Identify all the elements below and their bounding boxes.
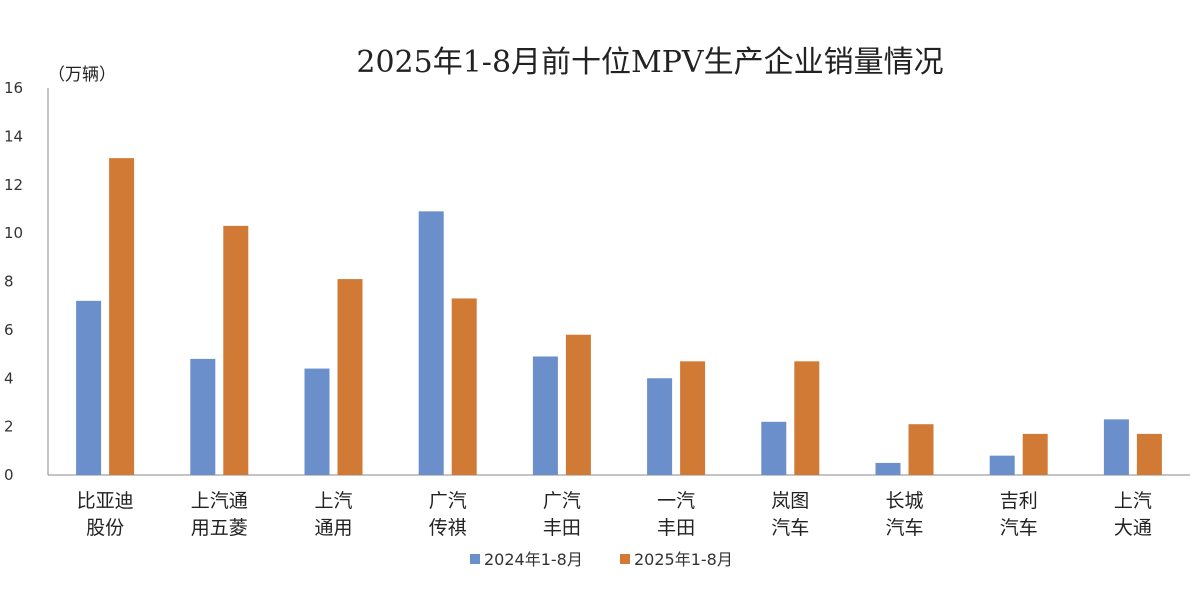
bar-2-3 bbox=[337, 279, 363, 475]
bar-2-9 bbox=[1022, 433, 1048, 475]
bar-2-5 bbox=[565, 334, 591, 475]
legend-swatch bbox=[470, 554, 480, 564]
y-tick-label: 8 bbox=[4, 273, 14, 291]
y-tick-label: 6 bbox=[4, 321, 14, 339]
bar-1-8 bbox=[875, 462, 901, 475]
legend-label: 2025年1-8月 bbox=[634, 550, 733, 569]
bar-1-7 bbox=[761, 421, 787, 475]
x-tick-label: 大通 bbox=[1114, 517, 1152, 539]
bar-1-3 bbox=[304, 368, 330, 475]
x-tick-label: 汽车 bbox=[1000, 517, 1038, 539]
x-tick-label: 吉利 bbox=[1000, 490, 1038, 512]
x-tick-label: 广汽 bbox=[429, 490, 467, 512]
bars bbox=[76, 158, 1162, 476]
x-tick-label: 汽车 bbox=[771, 517, 809, 539]
y-tick-label: 14 bbox=[4, 127, 23, 145]
y-tick-label: 10 bbox=[4, 224, 23, 242]
y-tick-label: 16 bbox=[4, 79, 23, 97]
bar-1-10 bbox=[1103, 419, 1129, 475]
legend: 2024年1-8月 2025年1-8月 bbox=[470, 550, 733, 569]
bar-2-10 bbox=[1136, 433, 1162, 475]
x-tick-label: 上汽通 bbox=[191, 490, 248, 512]
y-tick-label: 2 bbox=[4, 418, 14, 436]
bar-2-4 bbox=[451, 298, 477, 475]
x-tick-label: 上汽 bbox=[1114, 490, 1152, 512]
y-axis-unit-label: （万辆） bbox=[48, 65, 116, 85]
x-tick-label: 丰田 bbox=[543, 517, 581, 539]
y-tick-label: 12 bbox=[4, 176, 23, 194]
bar-2-6 bbox=[680, 361, 706, 475]
x-tick-label: 用五菱 bbox=[191, 517, 248, 539]
x-tick-label: 丰田 bbox=[657, 517, 695, 539]
x-tick-label: 一汽 bbox=[657, 490, 695, 512]
y-tick-label: 0 bbox=[4, 466, 14, 484]
x-tick-label: 传祺 bbox=[429, 517, 467, 539]
bar-1-5 bbox=[532, 356, 558, 475]
bar-1-4 bbox=[418, 211, 444, 475]
x-tick-label: 股份 bbox=[86, 517, 124, 539]
x-tick-label: 上汽 bbox=[314, 490, 352, 512]
y-tick-label: 4 bbox=[4, 369, 14, 387]
bar-2-2 bbox=[223, 225, 249, 475]
x-tick-label: 岚图 bbox=[771, 490, 809, 512]
y-axis-ticks: 0 2 4 6 8 10 12 14 16 bbox=[4, 79, 23, 484]
legend-swatch bbox=[620, 554, 630, 564]
bar-1-9 bbox=[989, 455, 1015, 475]
x-tick-label: 长城 bbox=[885, 490, 923, 512]
bar-2-8 bbox=[908, 424, 934, 475]
x-tick-label: 通用 bbox=[314, 517, 352, 539]
bar-1-6 bbox=[647, 378, 673, 475]
bar-1-1 bbox=[76, 300, 102, 475]
x-tick-label: 比亚迪 bbox=[77, 490, 134, 512]
x-tick-label: 汽车 bbox=[885, 517, 923, 539]
bar-1-2 bbox=[190, 358, 216, 475]
bar-2-7 bbox=[794, 361, 820, 475]
chart-title: 2025年1-8月前十位MPV生产企业销量情况 bbox=[356, 45, 943, 80]
legend-label: 2024年1-8月 bbox=[484, 550, 583, 569]
x-tick-label: 广汽 bbox=[543, 490, 581, 512]
bar-2-1 bbox=[109, 158, 135, 476]
